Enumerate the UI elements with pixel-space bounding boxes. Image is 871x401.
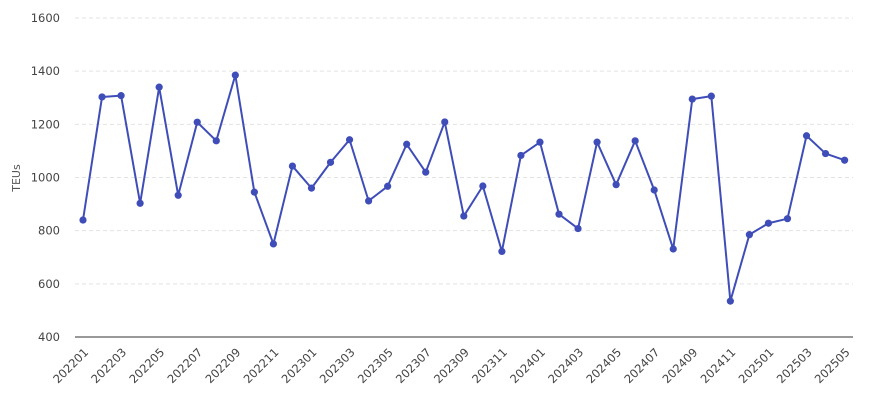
data-point — [764, 219, 773, 227]
x-tick-label: 202201 — [50, 345, 91, 386]
x-tick-label: 202307 — [393, 345, 434, 386]
x-tick-label: 202501 — [736, 345, 777, 386]
y-tick-label: 800 — [38, 224, 60, 238]
data-point — [231, 71, 239, 79]
data-point — [136, 199, 144, 207]
y-tick-label: 1200 — [31, 117, 60, 131]
data-point — [441, 118, 449, 126]
data-point — [250, 188, 258, 196]
x-tick-label: 202407 — [621, 345, 662, 386]
x-tick-label: 202209 — [202, 345, 243, 386]
data-point — [726, 297, 734, 305]
data-point — [384, 182, 392, 190]
x-tick-label: 202405 — [583, 345, 624, 386]
data-point — [79, 216, 87, 224]
data-point — [193, 118, 201, 126]
data-point — [326, 158, 335, 166]
x-tick-label: 202203 — [88, 345, 129, 386]
x-tick-label: 202311 — [469, 345, 510, 386]
x-tick-label: 202211 — [241, 345, 282, 386]
x-tick-label: 202303 — [317, 345, 358, 386]
data-point — [117, 92, 125, 100]
x-tick-label: 202205 — [126, 345, 167, 386]
x-axis-ticks: 2022012022032022052022072022092022112023… — [50, 345, 853, 386]
data-point — [650, 186, 658, 194]
x-tick-label: 202301 — [279, 345, 320, 386]
x-tick-label: 202503 — [774, 345, 815, 386]
x-tick-label: 202309 — [431, 345, 472, 386]
x-tick-label: 202409 — [659, 345, 700, 386]
data-point — [422, 168, 430, 176]
gridlines — [75, 17, 853, 285]
y-tick-label: 400 — [38, 330, 60, 344]
data-point — [269, 240, 277, 248]
data-point — [783, 215, 792, 223]
data-point — [307, 184, 316, 192]
data-point — [155, 83, 163, 91]
data-point — [821, 149, 830, 158]
x-tick-label: 202207 — [164, 345, 205, 386]
data-point — [345, 136, 354, 144]
data-point — [403, 140, 411, 148]
data-point — [288, 162, 297, 170]
data-points — [79, 71, 849, 305]
data-point — [536, 138, 544, 146]
data-point — [707, 92, 715, 100]
y-axis-ticks: 400 600 800 1000 1200 1400 1600 — [31, 11, 60, 344]
data-point — [841, 156, 849, 164]
y-axis-label: TEUs — [10, 164, 23, 193]
y-tick-label: 600 — [38, 277, 60, 291]
y-tick-label: 1400 — [31, 64, 60, 78]
series-line — [82, 74, 845, 303]
data-point — [688, 95, 696, 103]
x-tick-label: 202505 — [812, 345, 853, 386]
data-point — [517, 151, 525, 160]
y-tick-label: 1600 — [31, 11, 60, 25]
x-tick-label: 202401 — [507, 345, 548, 386]
x-tick-label: 202411 — [698, 345, 739, 386]
data-point — [365, 197, 373, 205]
data-point — [802, 132, 811, 140]
data-point — [555, 210, 563, 218]
data-point — [98, 93, 106, 101]
data-point — [593, 138, 601, 146]
data-point — [174, 191, 182, 199]
x-tick-label: 202403 — [545, 345, 586, 386]
data-point — [631, 137, 639, 145]
data-point — [498, 247, 506, 256]
data-point — [669, 245, 677, 253]
data-point — [460, 212, 468, 220]
data-point — [745, 231, 754, 239]
data-point — [612, 181, 620, 189]
y-tick-label: 1000 — [31, 171, 60, 185]
data-point — [212, 137, 220, 145]
data-point — [574, 224, 582, 233]
x-tick-label: 202305 — [355, 345, 396, 386]
data-point — [479, 182, 487, 190]
